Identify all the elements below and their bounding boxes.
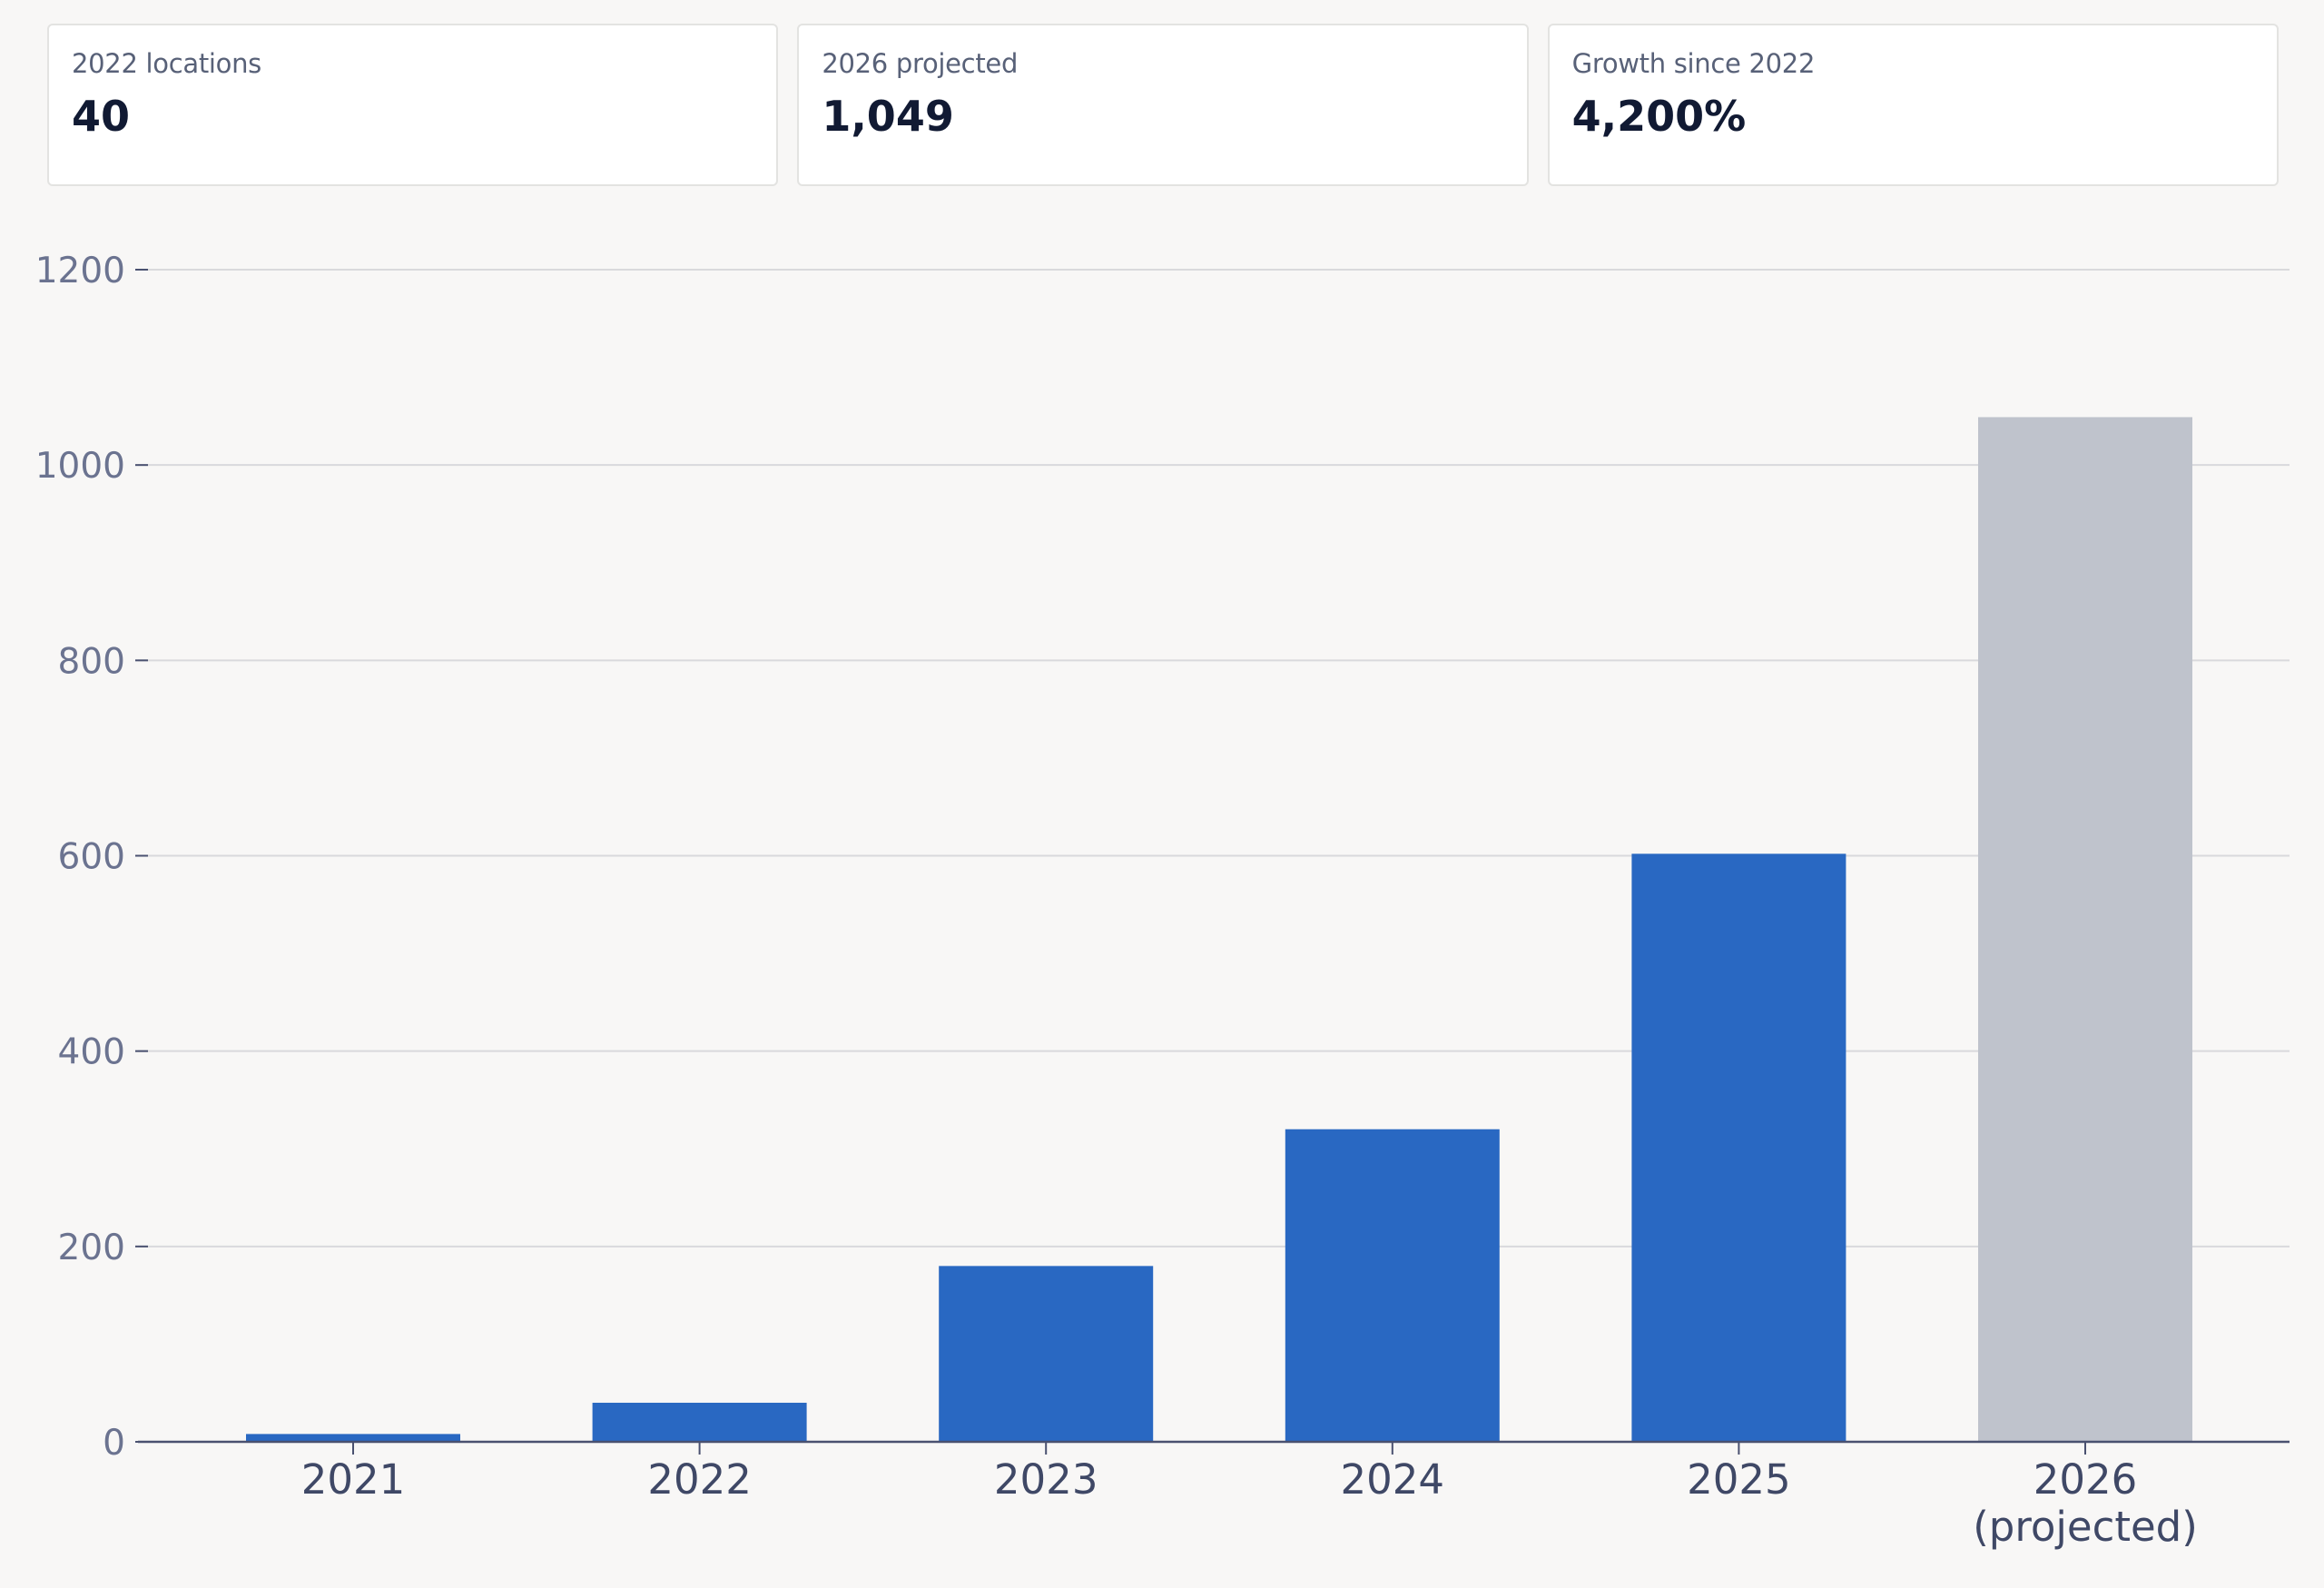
y-tick-label: 1000	[35, 446, 125, 487]
bar	[1285, 1129, 1500, 1442]
stat-label: Growth since 2022	[1571, 48, 1816, 79]
y-tick-label: 1200	[35, 251, 125, 291]
stat-value: 4,200%	[1571, 92, 1747, 141]
x-tick-label: 2024	[1341, 1455, 1445, 1504]
y-tick-label: 800	[58, 641, 125, 682]
stat-card-growth: Growth since 2022 4,200%	[1547, 24, 2279, 186]
bar	[246, 1434, 460, 1442]
stat-label: 2022 locations	[72, 48, 261, 79]
x-tick-label: 2026 (projected)	[1973, 1455, 2198, 1551]
stat-value: 1,049	[822, 92, 954, 141]
x-tick-label: 2023	[994, 1455, 1098, 1504]
y-tick-label: 0	[103, 1423, 125, 1464]
y-tick-label: 600	[58, 837, 125, 878]
stat-label: 2026 projected	[822, 48, 1019, 79]
bar	[592, 1402, 807, 1442]
bar	[1631, 853, 1846, 1442]
stat-card-2026-projected: 2026 projected 1,049	[797, 24, 1529, 186]
stat-value: 40	[72, 92, 131, 141]
x-tick-label: 2022	[647, 1455, 752, 1504]
x-tick-label: 2025	[1687, 1455, 1791, 1504]
bar	[939, 1266, 1154, 1442]
x-tick-label: 2021	[301, 1455, 406, 1504]
bar-projected	[1978, 417, 2192, 1443]
summary-cards: 2022 locations 40 2026 projected 1,049 G…	[47, 24, 2279, 186]
y-tick-label: 200	[58, 1228, 125, 1268]
stat-card-2022-locations: 2022 locations 40	[47, 24, 779, 186]
y-tick-label: 400	[58, 1032, 125, 1073]
